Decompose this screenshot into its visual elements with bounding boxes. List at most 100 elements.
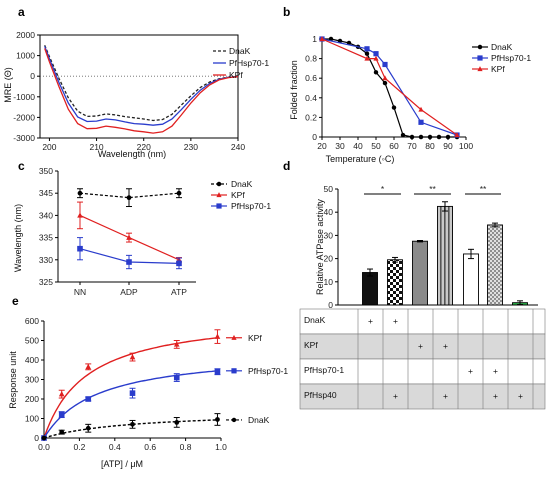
panel-d-table-row-label-0: DnaK: [304, 315, 326, 325]
panel-b-xtick-label-4: 60: [389, 141, 399, 151]
panel-b-point-1-3: [382, 61, 388, 68]
panel-d-table-cell-3-1: +: [393, 391, 398, 401]
panel-e-point-1-4: [173, 374, 180, 381]
panel-a-ytick-label-5: -3000: [13, 133, 35, 143]
panel-c-ytick-label-2: 335: [39, 233, 53, 243]
panel-a-ytick-label-3: -1000: [13, 92, 35, 102]
panel-d-ytick-label-2: 20: [324, 254, 334, 264]
panel-a-line-0: [44, 45, 239, 122]
panel-d-table-row-3: [299, 383, 546, 410]
panel-c-point-1-1: [126, 234, 132, 240]
panel-c-legend-marker-0: [216, 181, 222, 187]
panel-b-xtick-label-2: 40: [353, 141, 363, 151]
panel-b-point-0-10: [409, 134, 415, 140]
panel-c-ytick-label-1: 330: [39, 255, 53, 265]
panel-a-xtick-label-0: 200: [42, 142, 56, 152]
panel-c-point-2-2: [176, 260, 182, 267]
panel-d-bar-5: [487, 224, 503, 306]
panel-d-table-cell-2-5: +: [493, 366, 498, 376]
panel-e-xtick-label-2: 0.4: [109, 442, 121, 452]
panel-b-point-0-5: [364, 51, 370, 56]
panel-e-point-2-4: [174, 420, 180, 425]
panel-d-error-5: [492, 222, 498, 228]
panel-e-point-0-5: [214, 333, 221, 339]
panel-e-ylabel: Response unit: [8, 351, 18, 409]
panel-a-legend-label-0: DnaK: [229, 46, 251, 56]
panel-d-ytick-label-4: 40: [324, 207, 334, 217]
panel-c-xtick-label-0: NN: [74, 287, 86, 297]
panel-b-point-0-14: [445, 134, 451, 140]
panel-b-point-2-2: [373, 55, 379, 61]
panel-d-table-cell-1-3: +: [443, 341, 448, 351]
panel-e-fit-1: [43, 370, 218, 439]
panel-b-ytick-label-5: 1: [312, 34, 317, 44]
panel-d-table-row-label-3: PfHsp40: [304, 390, 337, 400]
panel-b-point-0-3: [346, 40, 352, 46]
panel-d-error-3: [442, 201, 448, 212]
panel-a-legend-label-1: PfHsp70-1: [229, 58, 269, 68]
panel-e-fit-2: [43, 419, 218, 439]
panel-b-point-0-2: [337, 38, 343, 44]
panel-e-ytick-label-6: 600: [25, 316, 39, 326]
panel-d-table-row-label-1: KPf: [304, 340, 318, 350]
panel-c-legend-label-1: KPf: [231, 190, 245, 200]
panel-e-point-0-2: [85, 363, 92, 370]
panel-label-c: c: [18, 159, 25, 173]
panel-b-legend-label-2: KPf: [491, 64, 505, 74]
panel-b-point-0-13: [436, 134, 442, 140]
panel-b-ytick-label-2: 0.4: [305, 93, 317, 103]
panel-c-legend-label-2: PfHsp70-1: [231, 201, 271, 211]
panel-e-legend-marker-0: [231, 334, 237, 340]
panel-d-error-4: [468, 248, 474, 260]
panel-e-legend-marker-2: [231, 417, 237, 423]
panel-b-ytick-label-4: 0.8: [305, 54, 317, 64]
panel-a-legend-label-2: KPf: [229, 70, 243, 80]
panel-b-ytick-label-3: 0.6: [305, 73, 317, 83]
panel-d-sig-label-2: **: [480, 184, 487, 194]
panel-d-table-cell-3-5: +: [493, 391, 498, 401]
panel-e-ytick-label-4: 400: [25, 355, 39, 365]
panel-e-ytick-label-3: 300: [25, 375, 39, 385]
panel-b-xtick-label-3: 50: [371, 141, 381, 151]
panel-d-table-row-label-2: PfHsp70-1: [304, 365, 344, 375]
panel-e-point-1-3: [129, 390, 136, 396]
panel-b-legend-label-0: DnaK: [491, 42, 513, 52]
panel-b-xtick-label-5: 70: [407, 141, 417, 151]
panel-c-point-0-0: [77, 190, 83, 196]
panel-a-ytick-label-0: 2000: [16, 30, 35, 40]
panel-d-ytick-label-3: 30: [324, 230, 334, 240]
panel-d-ytick-label-5: 50: [324, 184, 334, 194]
panel-d-error-2: [417, 240, 423, 243]
panel-a-ytick-label-1: 1000: [16, 51, 35, 61]
panel-a-xtick-label-2: 220: [137, 142, 151, 152]
panel-b-xtick-label-6: 80: [425, 141, 435, 151]
panel-d-table-cell-3-3: +: [443, 391, 448, 401]
panel-c-legend-marker-2: [216, 203, 222, 209]
panel-b-point-0-11: [418, 134, 424, 140]
panel-c-ytick-label-5: 350: [39, 166, 53, 176]
panel-e-xtick-label-1: 0.2: [73, 442, 85, 452]
panel-d-table-cell-0-0: +: [368, 316, 373, 326]
panel-c-legend-label-0: DnaK: [231, 179, 253, 189]
panel-d-error-6: [517, 300, 523, 306]
panel-b-xtick-label-7: 90: [443, 141, 453, 151]
panel-e-legend-marker-1: [231, 368, 237, 374]
panel-b-point-1-2: [373, 51, 379, 57]
panel-e-point-2-2: [85, 425, 91, 431]
panel-e-point-1-5: [214, 368, 221, 375]
panel-e-legend-label-1: PfHsp70-1: [248, 366, 288, 376]
panel-d-bar-3: [437, 205, 453, 306]
panel-a-ytick-label-4: -2000: [13, 112, 35, 122]
panel-b-line-1: [321, 38, 458, 136]
panel-b-point-0-1: [328, 36, 334, 42]
panel-d-table-cell-1-2: +: [418, 341, 423, 351]
panel-label-e: e: [12, 294, 19, 308]
panel-b-xtick-label-1: 30: [335, 141, 345, 151]
panel-e-xtick-label-3: 0.6: [144, 442, 156, 452]
panel-label-a: a: [18, 5, 25, 19]
panel-e-point-2-1: [59, 429, 65, 435]
panel-d-bar-0: [362, 272, 378, 306]
panel-e-point-2-0: [41, 435, 47, 441]
panel-c-xtick-label-2: ATP: [171, 287, 187, 297]
panel-b-legend-marker-1: [477, 55, 483, 61]
